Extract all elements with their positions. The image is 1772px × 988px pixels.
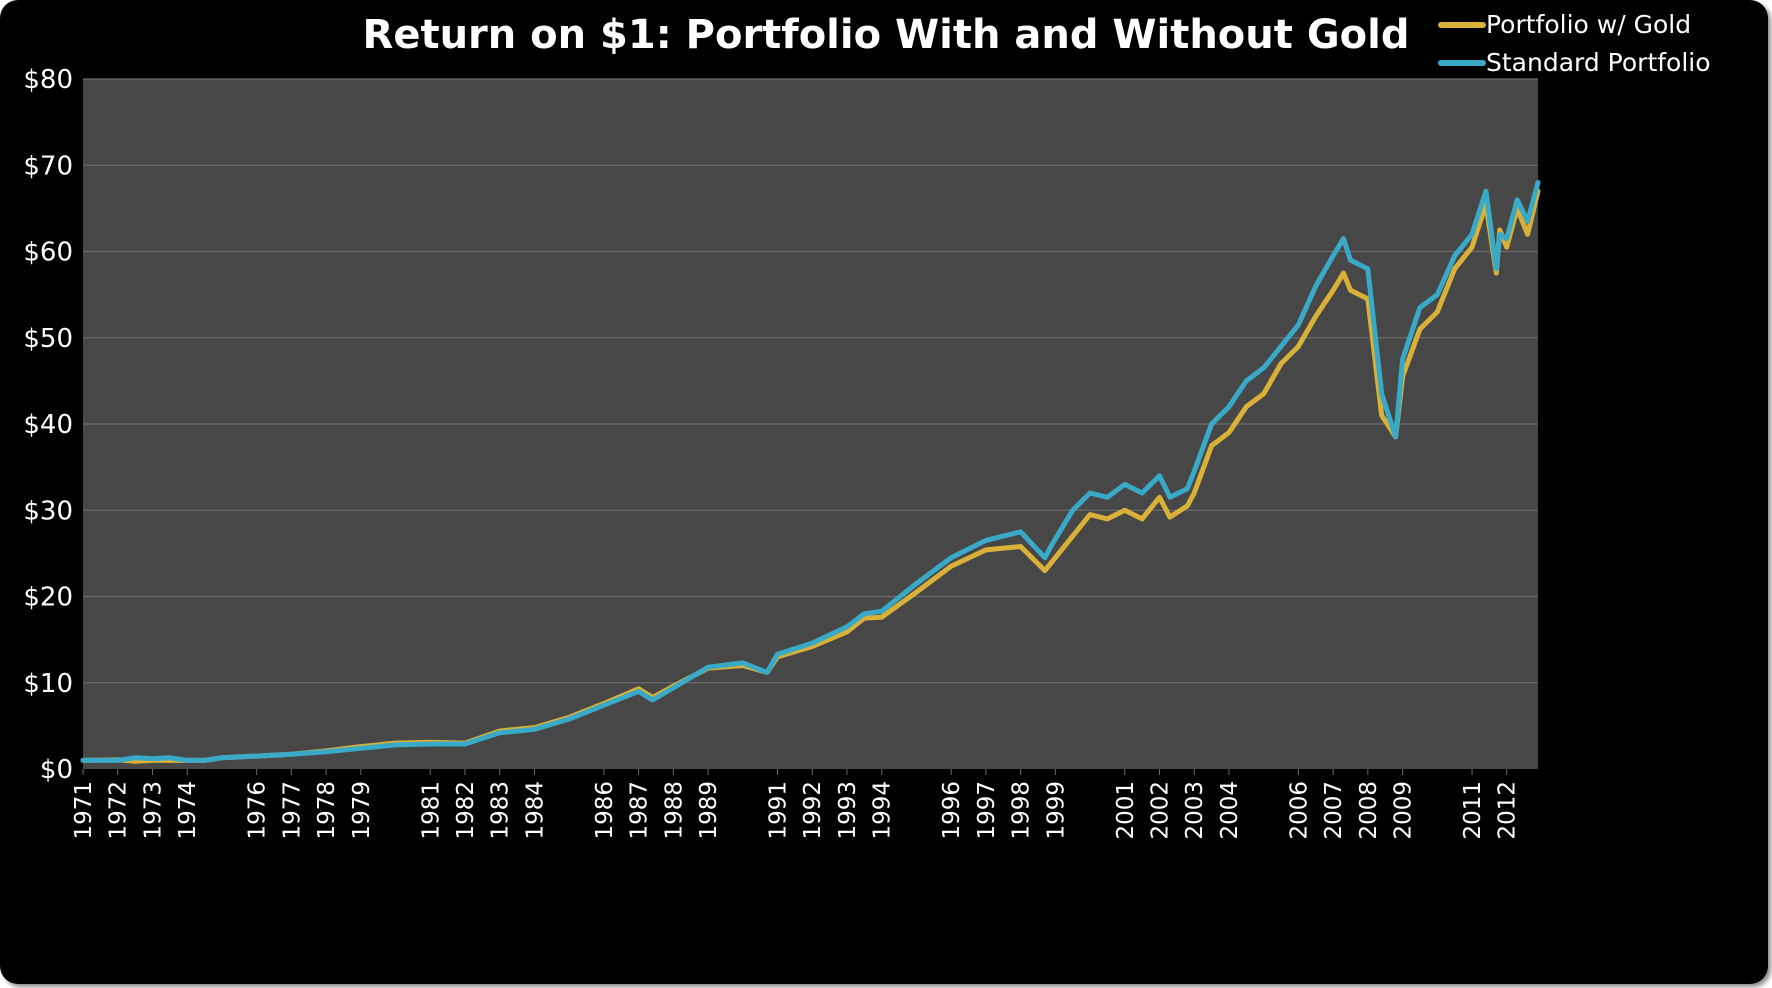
- x-axis-tick-labels: 1971 1972 1973 1974 1976 1977 1978 1979 1981 1982…: [71, 769, 1521, 840]
- x-tick-label: 2002: [1147, 781, 1173, 840]
- x-tick-label: 1971: [71, 781, 97, 840]
- y-tick-label: $80: [23, 65, 73, 95]
- x-tick-label: 2008: [1356, 781, 1382, 840]
- x-tick-label: 1986: [592, 781, 618, 840]
- y-tick-label: $40: [23, 410, 73, 440]
- x-tick-label: 1982: [453, 781, 479, 840]
- x-tick-label: 1996: [939, 781, 965, 840]
- y-tick-label: $10: [23, 669, 73, 699]
- x-tick-label: 1998: [1009, 781, 1035, 840]
- x-tick-label: 1994: [870, 781, 896, 840]
- legend-swatch-standard-portfolio: [1438, 60, 1486, 66]
- x-tick-label: 2012: [1495, 781, 1521, 840]
- x-tick-label: 2004: [1217, 781, 1243, 840]
- y-tick-label: $70: [23, 151, 73, 181]
- y-tick-label: $60: [23, 238, 73, 268]
- x-tick-label: 1991: [766, 781, 792, 840]
- x-tick-label: 1989: [696, 781, 722, 840]
- x-tick-label: 1992: [800, 781, 826, 840]
- legend-label-standard-portfolio: Standard Portfolio: [1486, 48, 1711, 77]
- legend-label-portfolio-with-gold: Portfolio w/ Gold: [1486, 10, 1692, 39]
- chart-title: Return on $1: Portfolio With and Without…: [362, 12, 1410, 58]
- x-tick-label: 1981: [418, 781, 444, 840]
- x-tick-label: 1983: [488, 781, 514, 840]
- x-tick-label: 2006: [1286, 781, 1312, 840]
- y-tick-label: $50: [23, 324, 73, 354]
- x-tick-label: 1977: [279, 781, 305, 840]
- x-tick-label: 1999: [1043, 781, 1069, 840]
- y-tick-label: $0: [40, 755, 73, 785]
- x-tick-label: 2011: [1460, 781, 1486, 840]
- gridlines: [83, 78, 1538, 684]
- x-tick-label: 2001: [1113, 781, 1139, 840]
- series-lines: [80, 180, 1541, 764]
- x-tick-label: 1972: [106, 781, 132, 840]
- y-tick-label: $30: [23, 496, 73, 526]
- x-tick-label: 1979: [349, 781, 375, 840]
- x-tick-label: 1993: [835, 781, 861, 840]
- x-tick-label: 2009: [1391, 781, 1417, 840]
- x-tick-label: 1988: [661, 781, 687, 840]
- x-tick-label: 2007: [1321, 781, 1347, 840]
- x-tick-label: 1973: [140, 781, 166, 840]
- x-tick-label: 1984: [522, 781, 548, 840]
- series-line-standard-portfolio: [80, 180, 1541, 763]
- x-tick-label: 2003: [1182, 781, 1208, 840]
- x-tick-label: 1976: [245, 781, 271, 840]
- y-axis-tick-labels: $0 $10 $20 $30 $40 $50 $60 $70 $80: [23, 65, 73, 785]
- x-tick-label: 1987: [627, 781, 653, 840]
- legend-swatch-portfolio-with-gold: [1438, 22, 1486, 28]
- y-tick-label: $20: [23, 583, 73, 613]
- x-tick-label: 1978: [314, 781, 340, 840]
- x-tick-label: 1997: [974, 781, 1000, 840]
- x-tick-label: 1974: [175, 781, 201, 840]
